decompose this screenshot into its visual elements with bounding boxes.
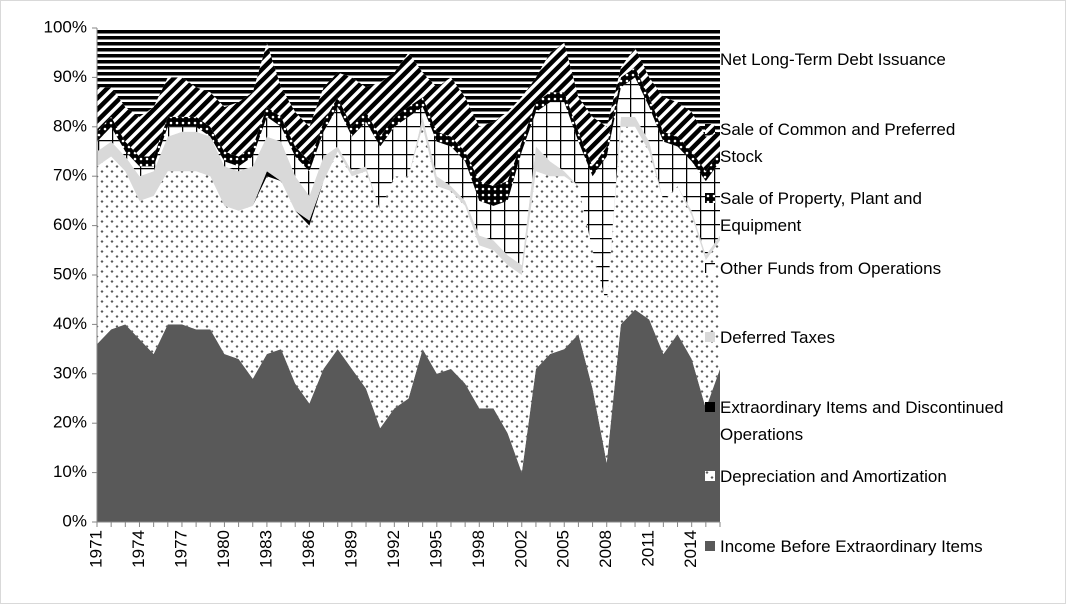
x-tick-label: 1977 <box>171 530 190 568</box>
legend-label: Depreciation and Amortization <box>720 467 947 486</box>
legend-label: Sale of Property, Plant and Equipment <box>720 189 922 235</box>
legend-item: Sale of Property, Plant and Equipment <box>705 185 1005 239</box>
x-tick-label: 1989 <box>341 530 360 568</box>
legend-swatch <box>705 193 715 203</box>
legend-swatch <box>705 540 715 551</box>
area <box>97 42 720 187</box>
area <box>97 28 720 137</box>
legend-label: Extraordinary Items and Discontinued Ope… <box>720 397 1004 444</box>
y-tick-label: 40% <box>53 314 87 333</box>
x-tick-label: 1998 <box>469 530 488 568</box>
y-tick-label: 80% <box>53 116 87 135</box>
x-tick-label: 1992 <box>384 530 403 568</box>
legend-item: Net Long-Term Debt Issuance <box>705 46 1055 73</box>
y-tick-label: 100% <box>44 17 87 36</box>
x-tick-label: 2011 <box>639 530 658 567</box>
legend-swatch <box>705 401 715 412</box>
legend-swatch <box>705 54 715 64</box>
legend-swatch-fill <box>705 471 715 481</box>
area <box>97 77 720 305</box>
x-tick-label: 1974 <box>129 530 148 568</box>
legend-item: Income Before Extraordinary Items <box>705 533 1055 560</box>
legend-item: Sale of Common and Preferred Stock <box>705 116 990 170</box>
legend-item: Deferred Taxes <box>705 324 1055 351</box>
area <box>97 126 720 473</box>
legend-swatch-fill <box>705 54 715 64</box>
y-tick-label: 30% <box>53 363 87 382</box>
area <box>97 309 720 522</box>
legend-swatch <box>705 123 715 134</box>
legend-label: Net Long-Term Debt Issuance <box>720 50 946 69</box>
legend-label: Income Before Extraordinary Items <box>720 536 983 556</box>
x-tick-label: 1983 <box>256 530 275 568</box>
legend-swatch-fill <box>705 540 715 551</box>
x-tick-label: 2005 <box>554 530 573 568</box>
legend-label: Other Funds from Operations <box>720 258 942 278</box>
area <box>97 67 720 206</box>
y-tick-label: 50% <box>53 264 87 283</box>
legend-item: Other Funds from Operations <box>705 255 1055 282</box>
x-tick-label: 1986 <box>299 530 318 568</box>
legend-swatch-fill <box>705 262 715 273</box>
y-tick-label: 10% <box>53 462 87 481</box>
legend-swatch <box>705 332 715 342</box>
x-tick-label: 2002 <box>511 530 530 568</box>
legend-item: Extraordinary Items and Discontinued Ope… <box>705 394 1005 448</box>
y-tick-label: 60% <box>53 215 87 234</box>
x-tick-label: 1995 <box>426 530 445 568</box>
legend-swatch-fill <box>705 332 715 342</box>
legend-item: Depreciation and Amortization <box>705 463 1055 490</box>
x-tick-label: 1980 <box>214 530 233 568</box>
x-tick-label: 2008 <box>596 530 615 568</box>
legend-label: Deferred Taxes <box>720 328 835 347</box>
y-tick-label: 0% <box>62 511 87 530</box>
legend-swatch-fill <box>705 193 715 203</box>
legend-swatch-fill <box>705 401 715 412</box>
x-tick-label: 2014 <box>681 530 700 568</box>
legend-swatch <box>705 262 715 273</box>
legend-swatch-fill <box>705 123 715 134</box>
y-tick-label: 90% <box>53 67 87 86</box>
legend-label: Sale of Common and Preferred Stock <box>720 119 956 166</box>
x-tick-label: 1971 <box>86 530 105 568</box>
y-tick-label: 70% <box>53 166 87 185</box>
legend-swatch <box>705 471 715 481</box>
y-tick-label: 20% <box>53 413 87 432</box>
